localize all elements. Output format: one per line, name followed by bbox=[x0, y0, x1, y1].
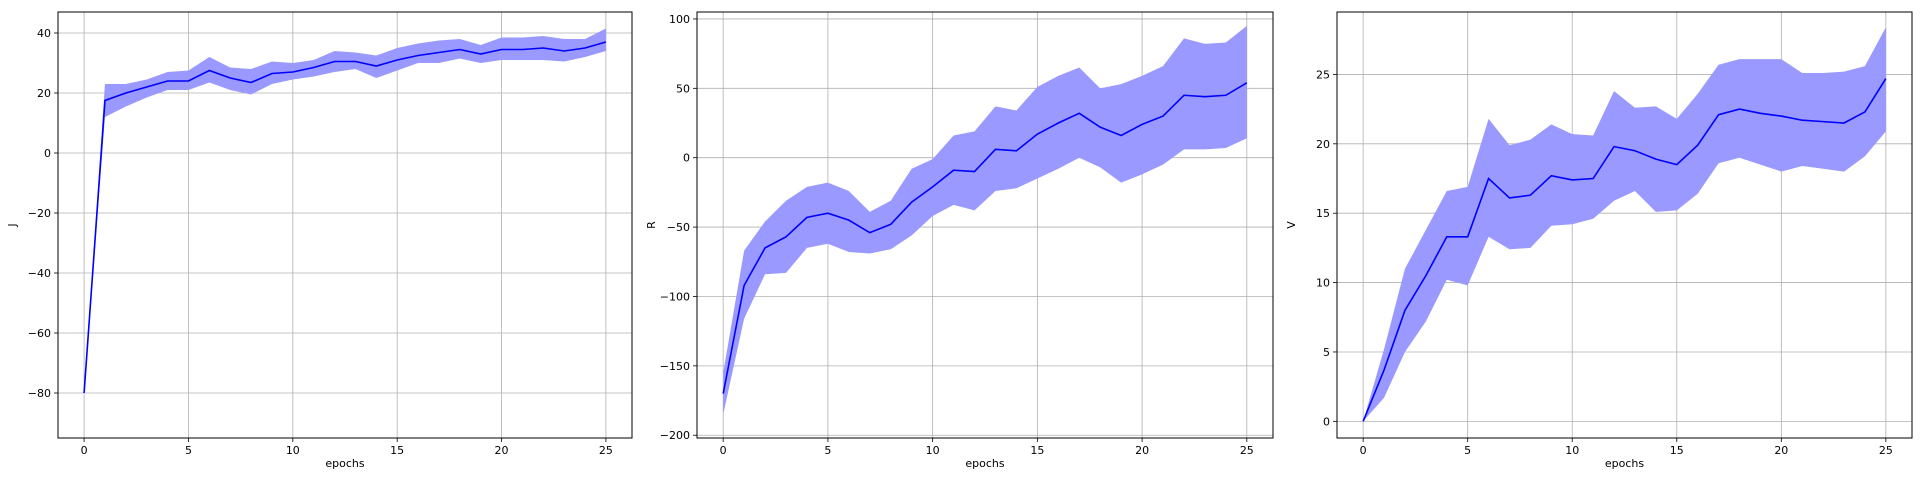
y-tick-label: −200 bbox=[660, 429, 690, 442]
y-tick-label: 15 bbox=[1316, 207, 1330, 220]
chart-panel-1: 0 5 10 15 20 25 −80 −60 −40 −20 0 20 40 epochs J bbox=[6, 11, 633, 470]
mean-line bbox=[1362, 78, 1887, 422]
y-axis-label: J bbox=[6, 223, 19, 227]
y-tick-label: −40 bbox=[28, 267, 51, 280]
x-tick-label: 10 bbox=[926, 444, 940, 457]
axes-frame bbox=[696, 11, 1274, 439]
y-tick-label: 5 bbox=[1323, 346, 1330, 359]
x-tick-label: 10 bbox=[1565, 444, 1579, 457]
axes-frame bbox=[1336, 11, 1913, 439]
x-tick-label: 20 bbox=[495, 444, 509, 457]
x-tick-label: 15 bbox=[390, 444, 404, 457]
y-tick-label: 0 bbox=[683, 152, 690, 165]
y-axis-label: R bbox=[645, 221, 658, 229]
x-tick-label: 0 bbox=[1360, 444, 1367, 457]
x-tick-label: 5 bbox=[1464, 444, 1471, 457]
x-tick-label: 0 bbox=[720, 444, 727, 457]
y-tick-label: 50 bbox=[676, 82, 690, 95]
y-tick-label: −80 bbox=[28, 387, 51, 400]
std-band bbox=[1363, 27, 1886, 422]
y-tick-label: 20 bbox=[37, 87, 51, 100]
std-band bbox=[723, 25, 1247, 415]
x-tick-label: 5 bbox=[185, 444, 192, 457]
mean-line bbox=[722, 82, 1248, 394]
x-tick-label: 0 bbox=[81, 444, 88, 457]
y-tick-label: −100 bbox=[660, 290, 690, 303]
y-tick-label: −20 bbox=[28, 207, 51, 220]
x-tick-label: 5 bbox=[824, 444, 831, 457]
x-tick-label: 15 bbox=[1030, 444, 1044, 457]
x-tick-label: 25 bbox=[1879, 444, 1893, 457]
chart-panel-3: 0 5 10 15 20 25 0 5 10 15 20 25 epochs V bbox=[1285, 11, 1913, 470]
y-tick-label: 0 bbox=[44, 147, 51, 160]
y-axis-label: V bbox=[1285, 221, 1298, 229]
mean-line bbox=[83, 41, 607, 394]
y-tick-label: 0 bbox=[1323, 415, 1330, 428]
y-tick-label: 20 bbox=[1316, 138, 1330, 151]
y-tick-label: −60 bbox=[28, 327, 51, 340]
y-tick-label: −150 bbox=[660, 360, 690, 373]
axes-frame bbox=[57, 11, 633, 439]
x-axis-label: epochs bbox=[325, 457, 364, 470]
x-axis-label: epochs bbox=[965, 457, 1004, 470]
y-tick-label: 100 bbox=[669, 13, 690, 26]
chart-panel-2: 0 5 10 15 20 25 −200 −150 −100 −50 0 50 100 epochs R bbox=[645, 11, 1274, 470]
x-axis-label: epochs bbox=[1605, 457, 1644, 470]
y-tick-label: 25 bbox=[1316, 68, 1330, 81]
x-tick-label: 20 bbox=[1774, 444, 1788, 457]
x-tick-label: 15 bbox=[1670, 444, 1684, 457]
x-tick-label: 25 bbox=[599, 444, 613, 457]
y-tick-label: −50 bbox=[667, 221, 690, 234]
y-tick-label: 40 bbox=[37, 27, 51, 40]
x-tick-label: 10 bbox=[286, 444, 300, 457]
x-tick-label: 25 bbox=[1240, 444, 1254, 457]
y-tick-label: 10 bbox=[1316, 277, 1330, 290]
x-tick-label: 20 bbox=[1135, 444, 1149, 457]
